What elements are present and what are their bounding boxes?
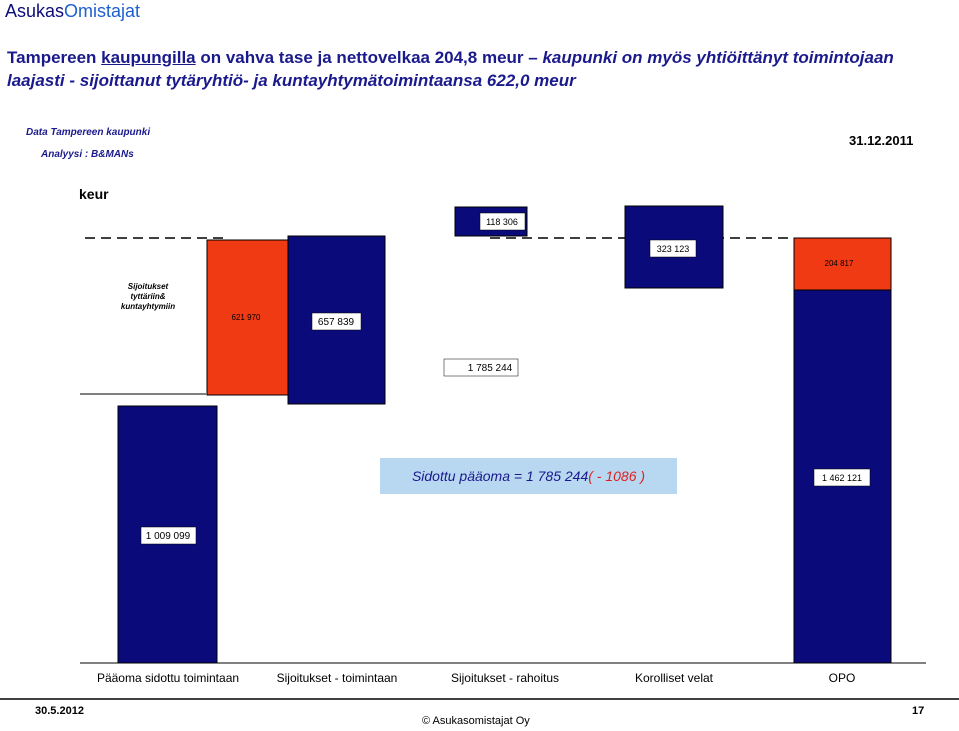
title-part3: on vahva tase ja nettovelkaa 204,8 meur … xyxy=(195,48,543,67)
value-label-1785244: 1 785 244 xyxy=(468,363,513,374)
brand-logo: AsukasOmistajat xyxy=(5,0,140,22)
title-part1: Tampereen xyxy=(7,48,102,67)
callout-text: Sidottu pääoma = 1 785 244 xyxy=(411,468,589,484)
sidottu-paaoma-callout: Sidottu pääoma = 1 785 244 ( - 1086 ) xyxy=(380,458,677,494)
label-box-1009099 xyxy=(140,526,197,545)
label-box-621970 xyxy=(228,309,264,324)
brand-part2: Omistajat xyxy=(64,1,141,21)
data-source: Data Tampereen kaupunki xyxy=(26,127,151,138)
page-title: Tampereen kaupungilla on vahva tase ja n… xyxy=(7,46,947,92)
label-box-657839 xyxy=(311,312,362,331)
analysis-credit: Analyysi : B&MANs xyxy=(41,149,134,160)
bar-caption-line3: kuntayhtymiin xyxy=(121,302,175,311)
y-axis-unit: keur xyxy=(79,186,109,202)
bar-caption-line2: tyttäriin& xyxy=(130,292,165,301)
report-date: 31.12.2011 xyxy=(849,133,914,148)
category-label-1: Sijoitukset - toimintaan xyxy=(277,671,398,685)
value-label-204817: 204 817 xyxy=(825,259,854,268)
copyright: © Asukasomistajat Oy xyxy=(422,715,530,727)
footer-date: 30.5.2012 xyxy=(35,705,84,717)
category-label-4: OPO xyxy=(829,671,856,685)
page-number: 17 xyxy=(912,705,925,717)
label-box-1462121 xyxy=(813,468,871,487)
category-label-2: Sijoitukset - rahoitus xyxy=(451,671,559,685)
brand-part1: Asukas xyxy=(5,1,65,21)
value-label-323123: 323 123 xyxy=(657,244,690,254)
bar-caption-line1: Sijoitukset xyxy=(128,282,169,291)
category-label-0: Pääoma sidottu toimintaan xyxy=(97,671,239,685)
value-label-657839: 657 839 xyxy=(318,317,355,328)
bar-opo-red xyxy=(793,237,892,291)
value-label-1462121: 1 462 121 xyxy=(822,473,862,483)
callout-delta: ( - 1086 ) xyxy=(588,468,646,484)
category-label-3: Korolliset velat xyxy=(635,671,714,685)
label-box-1785244 xyxy=(443,358,519,377)
value-label-1009099: 1 009 099 xyxy=(146,531,191,542)
title-part2: kaupungilla xyxy=(101,48,196,67)
value-label-621970: 621 970 xyxy=(232,313,261,322)
value-label-118306: 118 306 xyxy=(486,217,518,227)
label-box-118306 xyxy=(479,212,526,231)
label-box-323123 xyxy=(649,239,697,258)
title-part4: kaupunki on myös yhtiöittänyt toimintoja… xyxy=(7,48,894,90)
